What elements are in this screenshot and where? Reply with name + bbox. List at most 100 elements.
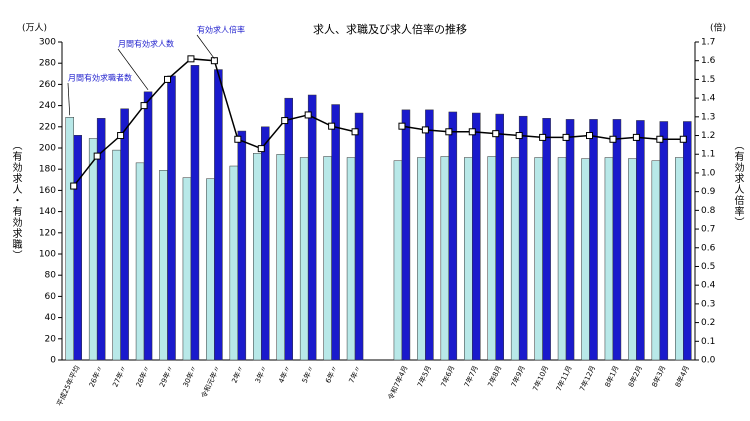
bar bbox=[88, 138, 98, 361]
point bbox=[398, 122, 406, 130]
bar bbox=[401, 109, 411, 361]
x-tick-label: 28年〃 bbox=[134, 364, 152, 389]
x-tick-label: 3年〃 bbox=[253, 364, 269, 385]
point bbox=[515, 132, 523, 140]
point bbox=[632, 133, 640, 141]
bar bbox=[393, 160, 403, 361]
bar bbox=[167, 75, 176, 361]
bar bbox=[659, 121, 669, 361]
y2-tick-label: 1.5 bbox=[701, 75, 715, 85]
y2-unit: (倍) bbox=[710, 22, 726, 34]
x-tick-label: 8年1月 bbox=[603, 364, 621, 389]
bar bbox=[472, 112, 481, 361]
bar bbox=[581, 158, 590, 361]
y-tick-label: 260 bbox=[39, 80, 56, 90]
y2-tick-label: 1.0 bbox=[701, 168, 716, 178]
bar bbox=[229, 165, 239, 361]
y2-tick-label: 1.3 bbox=[701, 112, 715, 122]
bar bbox=[425, 109, 434, 361]
bar bbox=[120, 108, 129, 361]
bar bbox=[448, 111, 458, 361]
bar bbox=[628, 158, 637, 361]
chart-title: 求人、求職及び求人倍率の推移 bbox=[313, 22, 467, 36]
bar bbox=[143, 91, 153, 361]
bar bbox=[346, 157, 356, 361]
point bbox=[609, 135, 617, 143]
y-tick-label: 0 bbox=[50, 356, 56, 366]
bar bbox=[135, 162, 145, 361]
point bbox=[328, 122, 336, 130]
y2-tick-label: 1.7 bbox=[701, 38, 715, 48]
bar bbox=[284, 97, 293, 361]
point bbox=[421, 126, 429, 134]
point bbox=[586, 132, 593, 140]
point bbox=[281, 117, 289, 125]
y-tick-label: 280 bbox=[39, 59, 56, 69]
bar bbox=[464, 157, 473, 361]
bar bbox=[510, 157, 520, 361]
y-tick-label: 120 bbox=[39, 228, 56, 238]
point bbox=[117, 132, 125, 140]
x-tick-label: 7年〃 bbox=[347, 364, 363, 385]
y-tick-label: 140 bbox=[39, 207, 56, 217]
x-tick-label: 7年7月 bbox=[462, 364, 480, 389]
bar bbox=[112, 149, 121, 361]
bar bbox=[261, 126, 270, 361]
y-tick-label: 220 bbox=[39, 122, 56, 132]
y2-tick-label: 0.1 bbox=[701, 337, 715, 347]
bar bbox=[604, 157, 614, 361]
bar bbox=[518, 115, 528, 361]
y-tick-label: 180 bbox=[39, 165, 56, 175]
bar bbox=[159, 170, 168, 361]
y-tick-label: 40 bbox=[45, 313, 57, 323]
y2-axis-label: （有効求人倍率） bbox=[732, 140, 744, 228]
bar bbox=[683, 121, 692, 361]
bar bbox=[65, 117, 74, 361]
point bbox=[468, 128, 476, 136]
x-tick-label: 8年4月 bbox=[673, 364, 691, 389]
y-tick-label: 200 bbox=[39, 144, 56, 154]
point bbox=[257, 145, 265, 153]
y2-tick-label: 0.8 bbox=[701, 206, 716, 216]
bar bbox=[557, 157, 567, 361]
bar bbox=[534, 157, 543, 361]
point bbox=[164, 75, 171, 83]
x-tick-label: 7年9月 bbox=[509, 364, 527, 389]
point bbox=[351, 128, 359, 136]
y-tick-label: 80 bbox=[45, 271, 57, 281]
point bbox=[492, 130, 500, 138]
bar bbox=[636, 120, 645, 361]
bar bbox=[73, 135, 82, 361]
series-label: 月間有効求人数 bbox=[118, 39, 174, 49]
bar bbox=[354, 112, 364, 361]
series-label: 月間有効求職者数 bbox=[68, 73, 132, 83]
y2-tick-label: 1.2 bbox=[701, 131, 715, 141]
bar bbox=[253, 153, 262, 361]
bar bbox=[182, 177, 192, 361]
bar bbox=[237, 130, 247, 361]
y2-tick-label: 0.6 bbox=[701, 243, 716, 253]
point bbox=[539, 133, 547, 141]
bar bbox=[276, 154, 285, 361]
point bbox=[445, 128, 453, 136]
y2-tick-label: 0.0 bbox=[701, 356, 716, 366]
x-tick-label: 26年〃 bbox=[87, 364, 105, 389]
x-tick-label: 8年3月 bbox=[650, 364, 668, 389]
bar bbox=[206, 178, 215, 361]
bar bbox=[440, 156, 450, 361]
x-tick-label: 7年12月 bbox=[577, 364, 597, 393]
y-tick-label: 20 bbox=[45, 334, 57, 344]
point bbox=[656, 135, 664, 143]
point bbox=[679, 135, 687, 143]
point bbox=[210, 57, 218, 65]
bar bbox=[651, 160, 661, 361]
x-tick-label: 7年10月 bbox=[531, 364, 551, 393]
bar bbox=[307, 94, 317, 361]
bar bbox=[417, 157, 426, 361]
y-tick-label: 100 bbox=[39, 250, 56, 260]
bar bbox=[589, 119, 598, 361]
x-tick-label: 平成25年平均 bbox=[55, 364, 82, 408]
x-tick-label: 7年8月 bbox=[486, 364, 504, 389]
bar bbox=[612, 119, 622, 361]
y-tick-label: 300 bbox=[39, 38, 56, 48]
